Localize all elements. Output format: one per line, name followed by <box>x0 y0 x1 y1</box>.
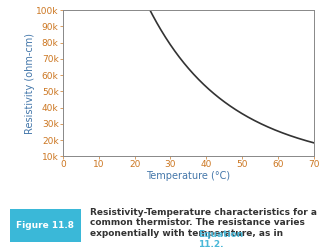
Text: Equation
11.2.: Equation 11.2. <box>198 230 243 249</box>
Y-axis label: Resistivity (ohm-cm): Resistivity (ohm-cm) <box>25 33 35 134</box>
Text: Figure 11.8: Figure 11.8 <box>16 221 74 230</box>
X-axis label: Temperature (°C): Temperature (°C) <box>146 171 231 181</box>
Text: Resistivity-Temperature characteristics for a
common thermistor. The resistance : Resistivity-Temperature characteristics … <box>90 208 317 238</box>
